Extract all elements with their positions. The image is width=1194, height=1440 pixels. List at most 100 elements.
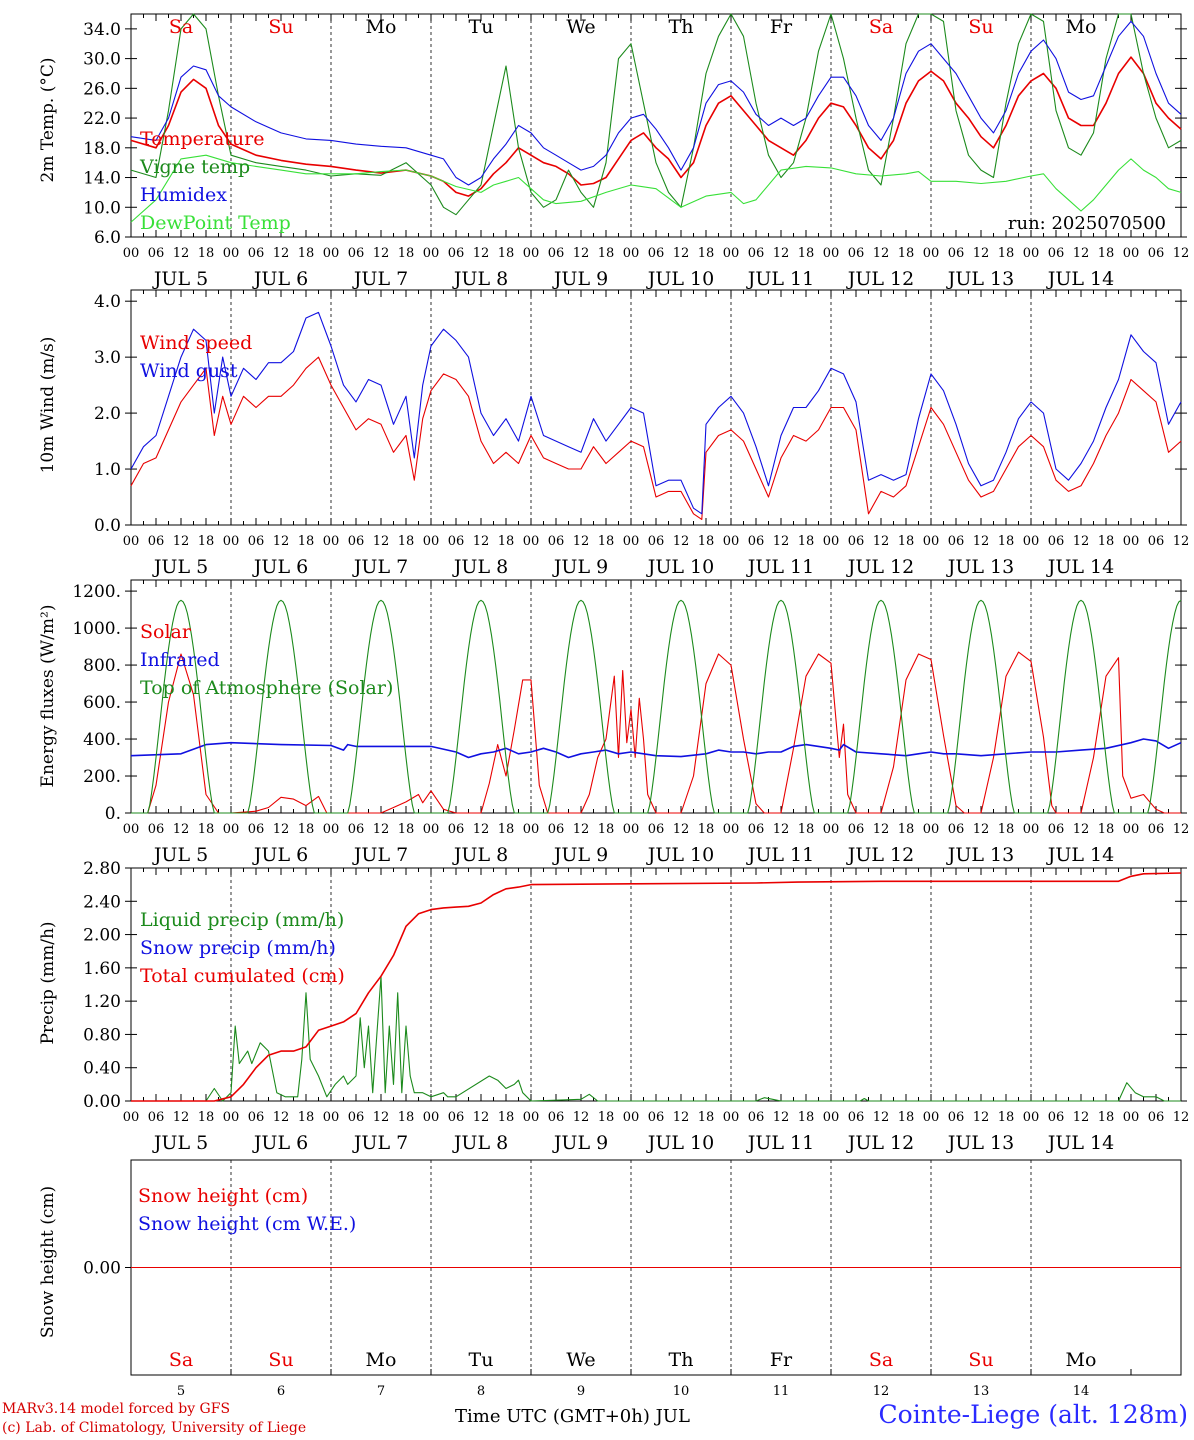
x-date-label: JUL 5 (152, 556, 208, 578)
x-date-label: JUL 10 (646, 268, 714, 290)
x-hour-label: 18 (298, 534, 315, 549)
weekday-label-bottom: Su (268, 1349, 293, 1371)
x-hour-label: 00 (123, 534, 140, 549)
x-date-label: JUL 13 (946, 844, 1014, 866)
x-hour-label: 12 (473, 534, 490, 549)
legend-entry: Temperature (140, 128, 264, 150)
x-hour-label: 00 (923, 534, 940, 549)
x-hour-label: 12 (673, 246, 690, 261)
x-hour-label: 06 (648, 1110, 665, 1125)
x-hour-label: 12 (973, 534, 990, 549)
x-date-label: JUL 7 (352, 268, 408, 290)
x-date-label: JUL 13 (946, 1132, 1014, 1154)
x-date-label: JUL 6 (252, 1132, 308, 1154)
x-hour-label: 12 (373, 246, 390, 261)
x-hour-label: 12 (673, 822, 690, 837)
x-date-label: JUL 5 (152, 268, 208, 290)
x-hour-label: 12 (673, 1110, 690, 1125)
x-hour-label: 12 (473, 822, 490, 837)
y-tick-label: 2.0 (94, 404, 121, 424)
x-hour-label: 12 (1173, 534, 1190, 549)
x-hour-label: 00 (523, 822, 540, 837)
x-hour-label: 06 (848, 534, 865, 549)
x-hour-label: 18 (598, 1110, 615, 1125)
x-hour-label: 12 (973, 1110, 990, 1125)
x-hour-label: 18 (798, 534, 815, 549)
legend-entry: Snow height (cm) (138, 1185, 308, 1207)
x-date-label: JUL 7 (352, 556, 408, 578)
y-tick-label: 0.0 (94, 516, 121, 536)
legend-entry: DewPoint Temp (140, 212, 291, 234)
x-hour-label: 00 (723, 1110, 740, 1125)
series-vigne-temp (130, 13, 1182, 216)
weekday-label-bottom: We (566, 1349, 595, 1371)
x-hour-label: 00 (423, 1110, 440, 1125)
x-hour-label: 18 (1098, 534, 1115, 549)
x-hour-label: 12 (1073, 246, 1090, 261)
x-day-number: 13 (973, 1384, 990, 1399)
x-hour-label: 06 (548, 246, 565, 261)
weekday-label: Sa (869, 16, 893, 38)
x-hour-label: 00 (1023, 246, 1040, 261)
x-date-label: JUL 8 (452, 1132, 508, 1154)
legend-entry: Humidex (140, 184, 227, 206)
x-hour-label: 06 (1048, 534, 1065, 549)
x-hour-label: 00 (323, 246, 340, 261)
x-hour-label: 00 (123, 822, 140, 837)
x-hour-label: 12 (1073, 534, 1090, 549)
y-tick-label: 2.40 (83, 892, 121, 912)
x-hour-label: 18 (798, 822, 815, 837)
x-hour-label: 00 (423, 246, 440, 261)
y-tick-label: 1.20 (83, 992, 121, 1012)
y-tick-label: 1200. (72, 582, 121, 602)
x-hour-label: 12 (1173, 246, 1190, 261)
y-tick-label: 14.0 (83, 169, 121, 189)
x-day-number: 12 (873, 1384, 890, 1399)
x-hour-label: 06 (848, 822, 865, 837)
x-hour-label: 00 (323, 1110, 340, 1125)
x-day-number: 11 (773, 1384, 790, 1399)
y-tick-label: 10.0 (83, 198, 121, 218)
x-hour-label: 06 (148, 1110, 165, 1125)
weekday-label: Mo (366, 16, 397, 38)
x-date-label: JUL 14 (1046, 268, 1114, 290)
x-hour-label: 12 (273, 246, 290, 261)
x-date-label: JUL 9 (552, 556, 608, 578)
y-tick-label: 1.0 (94, 460, 121, 480)
x-day-number: 8 (477, 1384, 485, 1399)
y-tick-label: 600. (83, 693, 121, 713)
x-hour-label: 18 (998, 246, 1015, 261)
x-date-label: JUL 9 (552, 844, 608, 866)
run-label: run: 2025070500 (1008, 213, 1166, 234)
x-date-label: JUL 6 (252, 556, 308, 578)
x-date-label: JUL 12 (846, 556, 914, 578)
x-hour-label: 00 (223, 822, 240, 837)
y-tick-label: 400. (83, 730, 121, 750)
x-hour-label: 00 (423, 822, 440, 837)
x-hour-label: 18 (298, 822, 315, 837)
y-axis-title: 10m Wind (m/s) (38, 337, 58, 474)
x-date-label: JUL 5 (152, 844, 208, 866)
x-hour-label: 06 (548, 822, 565, 837)
x-hour-label: 06 (248, 534, 265, 549)
x-hour-label: 06 (1048, 246, 1065, 261)
x-hour-label: 06 (1048, 1110, 1065, 1125)
x-hour-label: 18 (598, 534, 615, 549)
x-hour-label: 18 (398, 822, 415, 837)
x-hour-label: 18 (198, 534, 215, 549)
x-hour-label: 12 (573, 822, 590, 837)
x-hour-label: 06 (448, 246, 465, 261)
x-hour-label: 18 (598, 246, 615, 261)
x-hour-label: 06 (1148, 822, 1165, 837)
y-axis-title: 2m Temp. (°C) (38, 57, 58, 182)
x-hour-label: 12 (1173, 1110, 1190, 1125)
weekday-label-bottom: Th (669, 1349, 694, 1371)
x-hour-label: 18 (398, 246, 415, 261)
x-hour-label: 00 (123, 246, 140, 261)
x-day-number: 10 (673, 1384, 690, 1399)
x-day-number: 9 (577, 1384, 585, 1399)
x-hour-label: 12 (473, 1110, 490, 1125)
x-hour-label: 06 (648, 822, 665, 837)
y-axis-title: Precip (mm/h) (38, 921, 58, 1044)
x-hour-label: 06 (148, 534, 165, 549)
